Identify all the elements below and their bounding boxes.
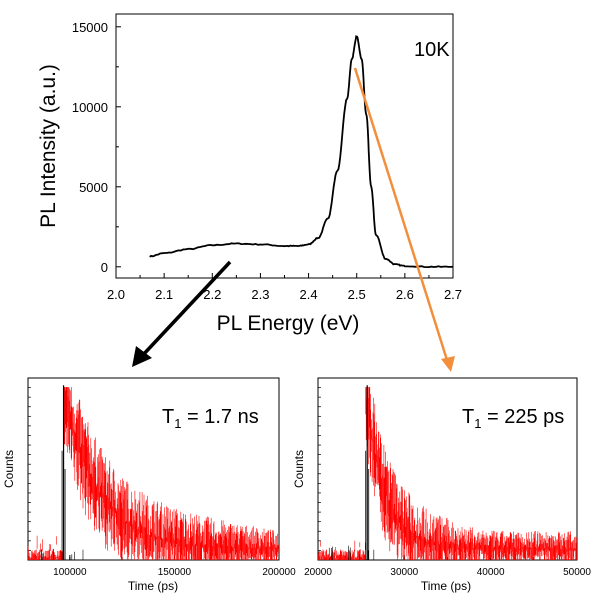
x-axis-label: Time (ps) (421, 579, 471, 593)
x-axis-label: PL Energy (eV) (217, 312, 360, 335)
y-ticks: 0 5000 10000 15000 (72, 20, 121, 275)
irf-trace (328, 385, 375, 560)
y-tick-label: 10000 (72, 100, 108, 115)
decay-chart-right: 20000 30000 40000 50000 T1 = 225 ps Time (p… (292, 377, 591, 593)
x-tick-label: 50000 (563, 567, 591, 578)
x-tick-label: 2.3 (251, 287, 269, 302)
x-tick-label: 2.0 (107, 287, 125, 302)
decay-trace (318, 387, 577, 560)
y-minor-ticks (28, 387, 31, 551)
y-axis-label: PL Intensity (a.u.) (37, 64, 60, 228)
x-tick-label: 40000 (477, 567, 505, 578)
x-tick-label: 20000 (304, 567, 332, 578)
x-ticks: 2.0 2.1 2.2 2.3 2.4 2.5 2.6 2.7 (107, 273, 462, 302)
decay-chart-left: 100000 150000 200000 T1 = 1.7 ns Time (ps)… (2, 377, 296, 593)
irf-trace (28, 385, 84, 560)
black-arrowhead (132, 346, 152, 367)
spectrum-chart: 2.0 2.1 2.2 2.3 2.4 2.5 2.6 2.7 0 5000 10000 15000… (37, 13, 462, 335)
pl-spectrum-line (149, 35, 453, 268)
lifetime-annotation: T1 = 225 ps (462, 406, 564, 431)
lifetime-annotation: T1 = 1.7 ns (162, 406, 259, 431)
x-tick-label: 2.2 (203, 287, 221, 302)
x-tick-label: 200000 (262, 567, 296, 578)
x-tick-label: 2.7 (444, 287, 462, 302)
x-tick-label: 2.4 (300, 287, 318, 302)
x-tick-label: 30000 (390, 567, 418, 578)
y-tick-label: 5000 (79, 180, 108, 195)
y-axis-label: Counts (2, 450, 16, 488)
orange-connector-arrow (353, 67, 455, 372)
orange-arrowhead (441, 356, 455, 372)
plot-frame (27, 377, 280, 561)
x-tick-label: 2.5 (348, 287, 366, 302)
y-minor-ticks (318, 387, 321, 551)
temperature-annotation: 10K (414, 39, 450, 61)
black-connector-arrow (132, 260, 232, 367)
y-axis-label: Counts (292, 450, 306, 488)
y-tick-label: 15000 (72, 20, 108, 35)
x-tick-label: 2.1 (155, 287, 173, 302)
y-tick-label: 0 (101, 260, 108, 275)
x-tick-label: 150000 (158, 567, 192, 578)
x-axis-label: Time (ps) (128, 579, 178, 593)
decay-trace (28, 387, 279, 560)
x-tick-label: 100000 (53, 567, 87, 578)
plot-frame (115, 13, 454, 279)
x-tick-label: 2.6 (396, 287, 414, 302)
